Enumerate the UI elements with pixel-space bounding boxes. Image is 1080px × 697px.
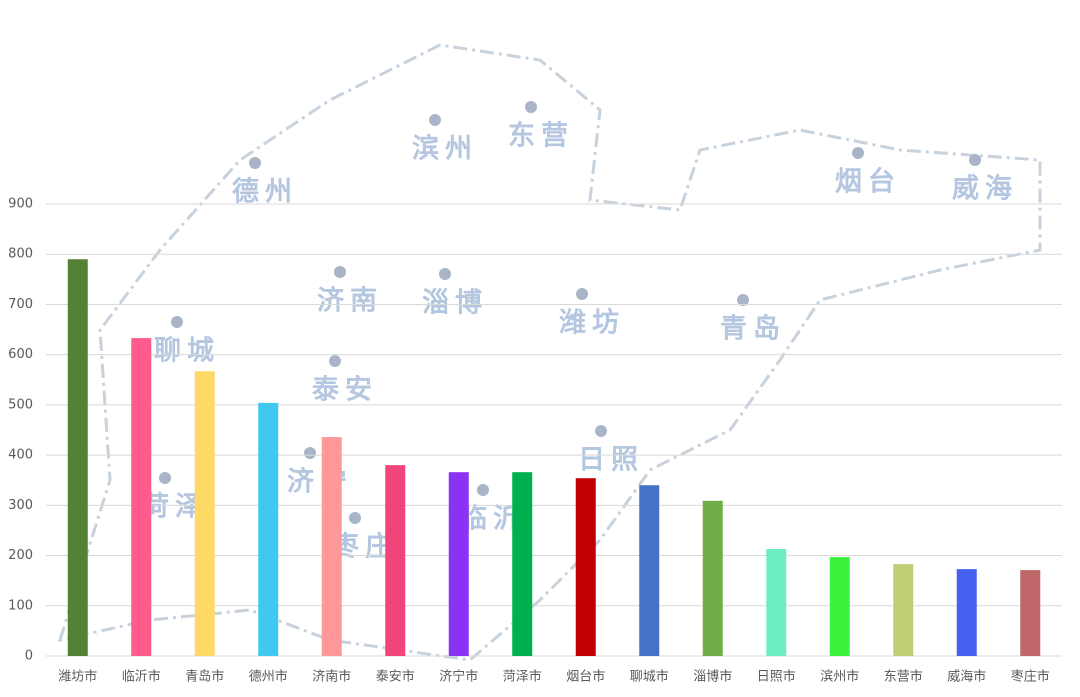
y-tick-label: 600 <box>8 347 33 362</box>
y-tick-label: 400 <box>8 448 33 463</box>
x-tick-label: 临沂市 <box>122 669 161 685</box>
bar <box>67 259 88 656</box>
bar <box>385 465 406 656</box>
x-tick-label: 东营市 <box>884 669 923 685</box>
map-label: 济南 <box>317 286 383 317</box>
bar <box>639 485 660 656</box>
map-dot <box>349 512 361 524</box>
bar <box>194 371 215 656</box>
map-dot <box>969 154 981 166</box>
bar <box>1020 570 1041 656</box>
x-tick-label: 枣庄市 <box>1011 669 1050 685</box>
map-dot <box>304 447 316 459</box>
map-label: 东营 <box>508 120 574 152</box>
map-dot <box>334 266 346 278</box>
y-tick-label: 700 <box>8 297 33 312</box>
map-dot <box>429 114 441 126</box>
y-tick-label: 900 <box>8 197 33 212</box>
x-tick-label: 济南市 <box>312 669 351 685</box>
map-dot <box>525 101 537 113</box>
bar <box>512 472 533 656</box>
x-tick-label: 淄博市 <box>693 669 732 685</box>
map-label: 淄博 <box>422 287 488 319</box>
map-dot <box>737 294 749 306</box>
x-tick-label: 威海市 <box>947 669 986 685</box>
x-tick-label: 潍坊市 <box>58 669 97 685</box>
map-dot <box>595 425 607 437</box>
map-label: 菏泽 <box>142 492 208 523</box>
bar <box>956 569 977 656</box>
x-tick-label: 济宁市 <box>439 669 478 685</box>
bar <box>258 402 279 656</box>
map-label: 日照 <box>578 445 644 476</box>
bar <box>702 500 723 656</box>
y-tick-label: 500 <box>8 397 33 412</box>
map-label: 泰安 <box>312 375 378 406</box>
map-label: 临沂 <box>460 503 526 535</box>
map-label: 烟台 <box>835 166 901 198</box>
bar <box>575 478 596 656</box>
y-tick-label: 300 <box>8 498 33 513</box>
x-tick-label: 泰安市 <box>376 669 415 685</box>
y-tick-label: 0 <box>25 649 33 664</box>
map-dot <box>329 355 341 367</box>
map-outline <box>57 43 1042 662</box>
map-dot <box>439 268 451 280</box>
map-dot <box>159 472 171 484</box>
map-dot <box>576 288 588 300</box>
bar <box>766 549 787 656</box>
bar <box>321 437 342 656</box>
map-label: 潍坊 <box>559 308 625 339</box>
x-tick-label: 菏泽市 <box>503 669 542 685</box>
x-tick-label: 青岛市 <box>185 669 224 685</box>
bar <box>131 338 152 656</box>
map-dot <box>249 157 261 169</box>
y-tick-label: 200 <box>8 548 33 563</box>
bar <box>893 564 914 656</box>
map-dot <box>171 316 183 328</box>
map-label: 济宁 <box>287 466 353 498</box>
map-dot <box>852 147 864 159</box>
x-tick-label: 烟台市 <box>566 669 605 685</box>
bar <box>448 472 469 656</box>
y-tick-label: 100 <box>8 598 33 613</box>
x-tick-label: 德州市 <box>249 669 288 685</box>
bar <box>829 557 850 656</box>
y-tick-label: 800 <box>8 247 33 262</box>
map-dot <box>477 484 489 496</box>
x-tick-label: 聊城市 <box>630 669 669 685</box>
x-tick-label: 日照市 <box>757 669 796 685</box>
map-label: 聊城 <box>154 336 220 367</box>
map-label: 滨州 <box>412 133 478 165</box>
map-label: 德州 <box>232 177 298 208</box>
map-label: 威海 <box>952 174 1018 205</box>
x-tick-label: 滨州市 <box>820 669 859 685</box>
map-label: 青岛 <box>720 313 786 345</box>
